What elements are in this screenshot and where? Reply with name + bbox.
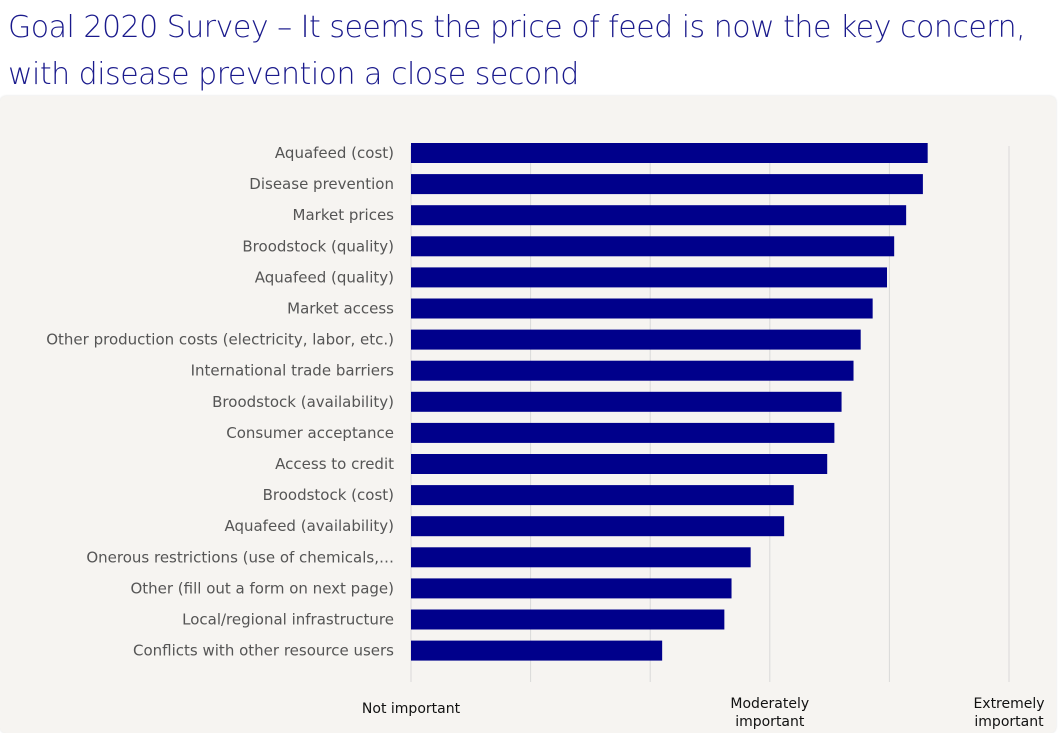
- category-label: Broodstock (availability): [212, 393, 394, 411]
- x-tick-label-line: Extremely: [973, 696, 1044, 712]
- bar: [411, 205, 907, 226]
- bar: [411, 360, 854, 381]
- category-label: Conflicts with other resource users: [133, 642, 394, 660]
- chart-panel: Aquafeed (cost) Disease prevention Market …: [0, 96, 1056, 733]
- bar: [411, 578, 732, 599]
- category-label: Market prices: [293, 206, 395, 224]
- category-label: Onerous restrictions (use of chemicals,…: [86, 548, 394, 566]
- bar: [411, 143, 928, 163]
- category-label: Aquafeed (quality): [255, 268, 394, 286]
- x-tick-label-line: important: [974, 714, 1044, 730]
- bar: [411, 640, 663, 661]
- category-label: International trade barriers: [191, 362, 395, 380]
- x-tick-label: Extremely important: [973, 696, 1044, 730]
- bar: [411, 454, 828, 474]
- bar: [411, 174, 923, 195]
- bar: [411, 422, 835, 443]
- category-label: Other (fill out a form on next page): [130, 579, 394, 597]
- bar: [411, 547, 751, 568]
- category-label: Local/regional infrastructure: [182, 611, 394, 629]
- x-tick-label-line: Moderately: [730, 696, 809, 712]
- category-label: Broodstock (cost): [263, 486, 394, 504]
- category-label: Consumer acceptance: [226, 424, 394, 442]
- bar: [411, 329, 861, 350]
- bar: [411, 298, 873, 319]
- category-label: Disease prevention: [249, 175, 394, 193]
- bar: [411, 609, 725, 630]
- category-label: Other production costs (electricity, lab…: [46, 331, 394, 349]
- page-title: Goal 2020 Survey – It seems the price of…: [8, 10, 1026, 92]
- bar: [411, 391, 842, 412]
- category-label: Aquafeed (availability): [224, 517, 394, 535]
- bar: [411, 236, 895, 257]
- x-tick-label-line: Not important: [362, 701, 461, 717]
- bar: [411, 516, 785, 537]
- bar: [411, 485, 794, 506]
- x-tick-label: Moderately important: [730, 696, 809, 730]
- x-tick-label-line: important: [735, 714, 805, 730]
- category-label: Broodstock (quality): [242, 237, 394, 255]
- category-label: Aquafeed (cost): [275, 144, 394, 162]
- category-label: Market access: [287, 300, 394, 318]
- bar-chart: Aquafeed (cost) Disease prevention Market …: [46, 143, 1045, 730]
- x-tick-label: Not important: [362, 701, 461, 717]
- category-label: Access to credit: [275, 455, 394, 473]
- bar: [411, 267, 888, 288]
